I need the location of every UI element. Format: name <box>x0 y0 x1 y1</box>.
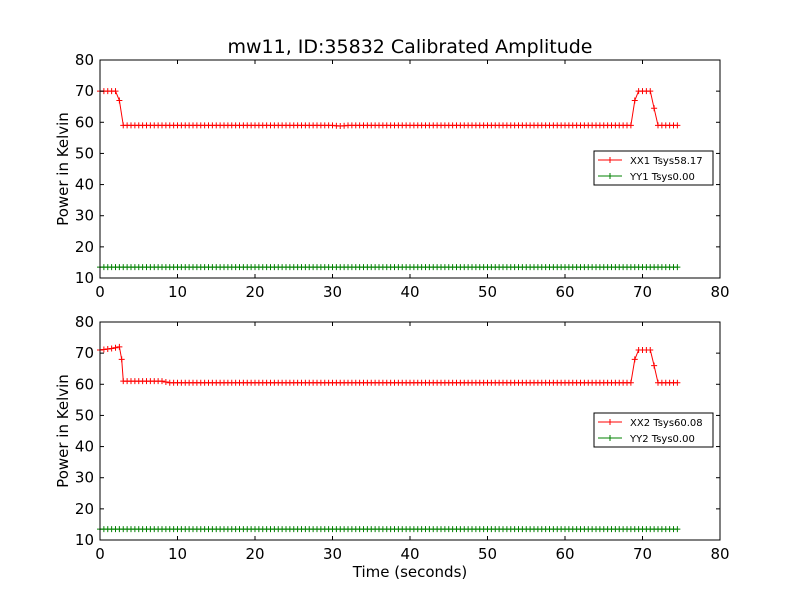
legend: XX2 Tsys60.08 YY2 Tsys0.00 <box>593 412 714 448</box>
x-tick-label: 60 <box>555 283 574 301</box>
y-tick-label: 80 <box>75 313 94 331</box>
series-markers <box>97 88 681 130</box>
legend-marker <box>607 173 613 179</box>
data-point <box>100 346 107 353</box>
x-tick-label: 0 <box>95 283 105 301</box>
legend-marker <box>607 157 613 163</box>
y-tick-label: 70 <box>75 344 94 362</box>
legend-entry: YY2 Tsys0.00 <box>598 434 695 445</box>
x-tick-label: 40 <box>400 545 419 563</box>
legend-marker <box>607 419 613 425</box>
x-tick-label: 60 <box>555 545 574 563</box>
x-tick-label: 10 <box>168 283 187 301</box>
y-tick-label: 50 <box>75 406 94 424</box>
x-tick-label: 70 <box>633 283 652 301</box>
legend-entry: XX2 Tsys60.08 <box>598 418 703 429</box>
series-markers <box>97 343 681 386</box>
x-tick-label: 30 <box>323 283 342 301</box>
data-point <box>627 379 634 386</box>
legend-marker <box>607 435 613 441</box>
y-tick-label: 20 <box>75 500 94 518</box>
chart-title: mw11, ID:35832 Calibrated Amplitude <box>227 36 592 58</box>
series-2-2 <box>97 526 681 533</box>
legend-entry: XX1 Tsys58.17 <box>598 156 703 167</box>
data-point <box>112 344 119 351</box>
series-1-2 <box>97 264 681 271</box>
y-tick-label: 30 <box>75 469 94 487</box>
legend-entry: YY1 Tsys0.00 <box>598 172 695 183</box>
y-tick-label: 50 <box>75 144 94 162</box>
data-point <box>112 88 119 95</box>
y-axis-label: Power in Kelvin <box>54 374 72 488</box>
data-point <box>631 97 638 104</box>
y-tick-label: 70 <box>75 82 94 100</box>
legend-label: XX1 Tsys58.17 <box>630 156 703 167</box>
data-point <box>104 345 111 352</box>
x-tick-label: 20 <box>245 545 264 563</box>
x-tick-label: 30 <box>323 545 342 563</box>
x-axis-label: Time (seconds) <box>352 563 468 581</box>
legend-frame <box>593 150 714 186</box>
y-tick-label: 60 <box>75 113 94 131</box>
x-tick-label: 40 <box>400 283 419 301</box>
data-point <box>116 97 123 104</box>
legend-frame <box>593 412 714 448</box>
data-point <box>647 347 654 354</box>
data-point <box>651 362 658 369</box>
y-axis-label: Power in Kelvin <box>54 112 72 226</box>
data-point <box>674 264 681 271</box>
data-point <box>674 122 681 129</box>
data-point <box>674 526 681 533</box>
data-point <box>118 356 125 363</box>
legend: XX1 Tsys58.17 YY1 Tsys0.00 <box>593 150 714 186</box>
y-tick-label: 60 <box>75 375 94 393</box>
series-markers <box>97 264 681 271</box>
legend-label: YY1 Tsys0.00 <box>629 172 695 183</box>
legend-label: YY2 Tsys0.00 <box>629 434 695 445</box>
y-tick-label: 80 <box>75 51 94 69</box>
data-point <box>108 345 115 352</box>
y-tick-label: 30 <box>75 207 94 225</box>
y-tick-label: 40 <box>75 438 94 456</box>
x-tick-label: 50 <box>478 283 497 301</box>
y-tick-label: 10 <box>75 531 94 549</box>
x-tick-label: 10 <box>168 545 187 563</box>
data-point <box>651 105 658 112</box>
data-point <box>116 343 123 350</box>
x-tick-label: 80 <box>710 283 729 301</box>
y-tick-label: 10 <box>75 269 94 287</box>
series-1-1 <box>97 88 681 130</box>
series-2-1 <box>97 343 681 386</box>
series-markers <box>97 526 681 533</box>
legend-label: XX2 Tsys60.08 <box>630 418 703 429</box>
x-tick-label: 0 <box>95 545 105 563</box>
y-tick-label: 20 <box>75 238 94 256</box>
data-point <box>159 378 165 385</box>
x-tick-label: 70 <box>633 545 652 563</box>
x-tick-label: 80 <box>710 545 729 563</box>
data-point <box>674 379 681 386</box>
x-tick-label: 20 <box>245 283 264 301</box>
x-tick-label: 50 <box>478 545 497 563</box>
data-point <box>162 378 169 385</box>
data-point <box>647 88 654 95</box>
data-point <box>631 356 638 363</box>
y-tick-label: 40 <box>75 176 94 194</box>
data-point <box>627 122 634 129</box>
